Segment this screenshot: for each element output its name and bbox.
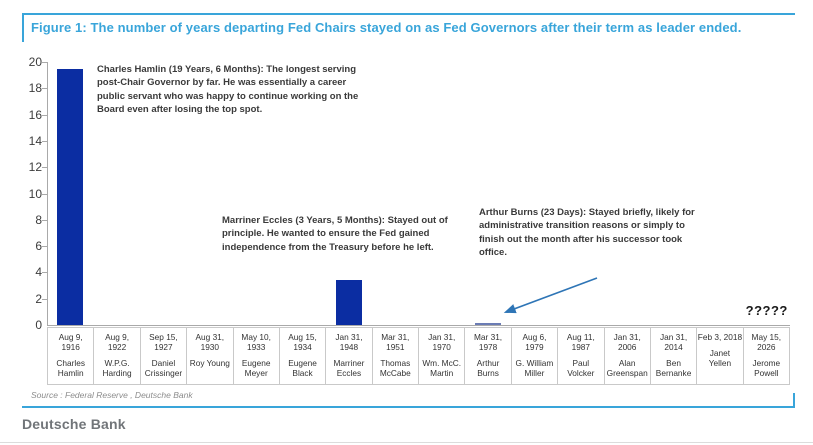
x-axis-cell: Aug 15, 1934 Eugene Black (278, 327, 327, 385)
x-axis-cell: Aug 31, 1930 Roy Young (186, 327, 234, 385)
chair-name: Ben Bernanke (655, 358, 692, 379)
chair-departure-date: Aug 9, 1922 (105, 332, 130, 353)
chair-departure-date: Aug 9, 1916 (58, 332, 83, 353)
frame-border-left (22, 13, 24, 42)
annotation-marriner-eccles: Marriner Eccles (3 Years, 5 Months): Sta… (222, 215, 448, 253)
unknown-value-label: ????? (745, 303, 788, 318)
chair-name: Arthur Burns (476, 358, 500, 379)
y-tick-label: 20 (28, 55, 42, 69)
chair-name: Daniel Crissinger (144, 358, 183, 379)
chair-departure-date: Mar 31, 1978 (473, 332, 503, 353)
bar-charles-hamlin (57, 68, 84, 325)
x-axis-cell: May 10, 1933 Eugene Meyer (232, 327, 280, 385)
y-tick-mark (42, 114, 47, 116)
chair-name: Thomas McCabe (379, 358, 411, 379)
x-axis-cell: Jan 31, 1948 Marriner Eccles (325, 327, 373, 385)
chair-name: Roy Young (189, 358, 230, 369)
chair-departure-date: Feb 3, 2018 (697, 332, 743, 342)
y-axis-line (47, 62, 48, 325)
chair-departure-date: Jan 31, 2006 (613, 332, 641, 353)
x-axis-cell: Aug 9, 1916 Charles Hamlin (47, 327, 95, 385)
x-axis-cell: Jan 31, 1970 Wm. McC. Martin (418, 327, 466, 385)
y-tick-label: 10 (28, 186, 42, 201)
chair-name: Wm. McC. Martin (422, 358, 462, 379)
brand-logo-text: Deutsche Bank (22, 416, 126, 432)
frame-border-right (793, 393, 795, 408)
page-bottom-rule (0, 442, 813, 443)
y-tick-mark (42, 298, 47, 300)
x-axis-cell: Jan 31, 2014 Ben Bernanke (649, 327, 698, 385)
chair-departure-date: Aug 11, 1987 (566, 332, 595, 353)
frame-border-top (22, 13, 795, 15)
chair-departure-date: Jan 31, 2014 (659, 332, 688, 353)
annotation-arrow (503, 277, 598, 314)
chair-name: Marriner Eccles (333, 358, 365, 379)
chair-departure-date: Aug 15, 1934 (288, 332, 317, 353)
x-axis-cell: Jan 31, 2006 Alan Greenspan (603, 327, 651, 385)
x-axis-line (47, 325, 790, 326)
chair-name: Paul Volcker (567, 358, 595, 379)
annotation-charles-hamlin: Charles Hamlin (19 Years, 6 Months): The… (97, 64, 359, 115)
chair-name: Janet Yellen (708, 348, 732, 369)
chair-departure-date: Mar 31, 1951 (381, 332, 410, 353)
x-axis-cell: Mar 31, 1978 Arthur Burns (464, 327, 512, 385)
y-tick-mark (42, 219, 47, 221)
x-axis-cell: May 15, 2026 Jerome Powell (742, 327, 790, 385)
x-axis-labels: Aug 9, 1916 Charles Hamlin Aug 9, 1922 W.P.… (47, 327, 790, 385)
x-axis-cell: Aug 6, 1979 G. William Miller (510, 327, 559, 385)
annotation-arthur-burns: Arthur Burns (23 Days): Stayed briefly, … (479, 207, 695, 258)
x-axis-cell: Feb 3, 2018 Janet Yellen (696, 327, 744, 385)
bar-marriner-eccles (335, 280, 362, 325)
y-tick-mark (42, 140, 47, 142)
chair-name: Alan Greenspan (606, 358, 648, 379)
chair-departure-date: Aug 6, 1979 (522, 332, 547, 353)
chair-departure-date: Jan 31, 1948 (335, 332, 363, 353)
chair-name: Charles Hamlin (56, 358, 85, 379)
chair-name: G. William Miller (515, 358, 554, 379)
y-tick-label: 4 (35, 265, 42, 280)
y-tick-label: 8 (35, 212, 42, 227)
y-tick-label: 16 (28, 107, 42, 122)
x-axis-cell: Aug 11, 1987 Paul Volcker (557, 327, 605, 385)
x-axis-cell: Sep 15, 1927 Daniel Crissinger (139, 327, 188, 385)
y-tick-mark (42, 193, 47, 195)
y-tick-label: 2 (35, 291, 42, 306)
y-tick-mark (42, 167, 47, 169)
chair-departure-date: May 15, 2026 (751, 332, 782, 353)
chair-name: Eugene Black (288, 358, 317, 379)
chair-name: W.P.G. Harding (102, 358, 132, 379)
chair-departure-date: Aug 31, 1930 (195, 332, 225, 353)
chair-departure-date: Sep 15, 1927 (149, 332, 178, 353)
chair-name: Eugene Meyer (241, 358, 271, 379)
figure-title: Figure 1: The number of years departing … (31, 20, 742, 35)
y-tick-label: 0 (35, 318, 42, 332)
chair-departure-date: Jan 31, 1970 (428, 332, 456, 353)
y-tick-label: 18 (28, 81, 42, 96)
chair-name: Jerome Powell (752, 358, 781, 379)
y-tick-mark (42, 272, 47, 274)
x-axis-cell: Aug 9, 1922 W.P.G. Harding (93, 327, 141, 385)
y-tick-mark (42, 88, 47, 90)
y-tick-mark (42, 246, 47, 248)
y-tick-label: 12 (28, 160, 42, 175)
y-tick-mark (42, 62, 47, 63)
source-note: Source : Federal Reserve , Deutsche Bank (31, 390, 193, 400)
bar-arthur-burns (475, 323, 502, 325)
chair-departure-date: May 10, 1933 (241, 332, 271, 353)
y-tick-label: 14 (28, 133, 42, 148)
frame-border-bottom (22, 406, 795, 408)
x-axis-cell: Mar 31, 1951 Thomas McCabe (371, 327, 419, 385)
y-tick-label: 6 (35, 239, 42, 254)
